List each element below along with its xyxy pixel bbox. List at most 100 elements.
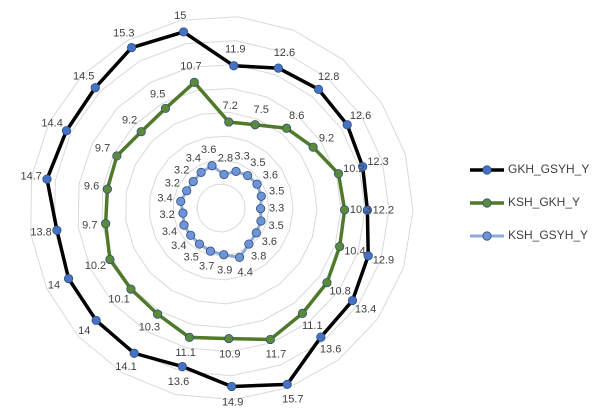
series-line bbox=[103, 80, 347, 342]
data-point bbox=[282, 379, 292, 389]
data-point bbox=[333, 169, 344, 179]
data-point bbox=[194, 239, 205, 249]
data-point bbox=[255, 203, 266, 214]
data-label: 3.2 bbox=[159, 209, 174, 221]
data-label: 3.5 bbox=[184, 252, 199, 264]
data-point bbox=[126, 284, 136, 294]
data-label: 14.1 bbox=[115, 361, 136, 373]
data-point bbox=[105, 254, 115, 265]
data-label: 14.4 bbox=[41, 117, 62, 129]
data-point bbox=[229, 61, 239, 71]
data-label: 2.8 bbox=[218, 153, 233, 165]
data-label: 9.7 bbox=[82, 220, 97, 232]
grid-ring bbox=[149, 135, 294, 281]
data-point bbox=[224, 117, 234, 127]
data-point bbox=[256, 216, 266, 226]
data-point bbox=[256, 191, 266, 201]
data-point bbox=[244, 239, 254, 249]
data-label: 10.7 bbox=[180, 61, 201, 73]
legend-marker bbox=[482, 165, 492, 175]
data-label: 3.5 bbox=[269, 220, 284, 232]
data-point bbox=[219, 169, 229, 180]
data-label: 3.2 bbox=[165, 178, 180, 190]
data-point bbox=[308, 142, 318, 152]
data-label: 12.9 bbox=[373, 255, 394, 267]
grid-ring bbox=[77, 64, 366, 353]
data-label: 3.4 bbox=[162, 226, 177, 238]
data-point bbox=[186, 230, 196, 240]
data-label: 10.9 bbox=[219, 348, 240, 360]
grid-ring bbox=[54, 40, 390, 377]
data-point bbox=[252, 179, 262, 189]
data-point bbox=[231, 166, 241, 176]
data-label: 3.9 bbox=[217, 265, 232, 277]
legend-marker bbox=[482, 198, 492, 208]
data-point bbox=[42, 174, 52, 184]
data-label: 14 bbox=[48, 279, 60, 291]
data-point bbox=[362, 205, 372, 215]
data-label: 12.8 bbox=[318, 71, 339, 83]
data-label: 11.1 bbox=[175, 347, 196, 359]
data-point bbox=[219, 250, 229, 260]
data-label: 10.1 bbox=[108, 294, 129, 306]
data-point bbox=[196, 167, 206, 177]
data-label: 15.7 bbox=[282, 393, 303, 405]
data-label: 3.2 bbox=[174, 164, 189, 176]
data-point bbox=[335, 241, 345, 252]
data-point bbox=[90, 83, 100, 93]
data-label: 10.4 bbox=[344, 245, 365, 257]
data-point bbox=[136, 127, 146, 137]
data-point bbox=[178, 27, 189, 37]
data-label: 14.9 bbox=[222, 396, 243, 408]
data-label: 3.5 bbox=[250, 157, 265, 169]
data-label: 4.4 bbox=[238, 266, 253, 278]
data-point bbox=[91, 315, 101, 326]
data-point bbox=[281, 123, 292, 133]
data-label: 12.6 bbox=[350, 110, 371, 122]
data-label: 15 bbox=[174, 10, 186, 22]
grid-ring bbox=[196, 183, 246, 233]
data-point bbox=[184, 332, 195, 343]
data-point bbox=[224, 333, 234, 344]
data-label: 9.2 bbox=[122, 115, 137, 127]
data-label: 14.5 bbox=[73, 71, 94, 83]
data-label: 11.1 bbox=[302, 320, 323, 332]
data-label: 9.2 bbox=[319, 132, 334, 144]
data-point bbox=[160, 103, 171, 114]
data-point bbox=[250, 120, 260, 130]
plot-area: 15 11.9 12.6 12.8 12.6 12.3 12.2 12.9 13.4 13.6 15… bbox=[20, 10, 414, 408]
data-label: 10.3 bbox=[139, 322, 160, 334]
data-label: 11.9 bbox=[225, 44, 246, 56]
data-point bbox=[363, 251, 373, 261]
data-point bbox=[182, 186, 192, 196]
data-point bbox=[322, 277, 332, 288]
data-point bbox=[316, 332, 326, 342]
data-label: 14 bbox=[78, 325, 90, 337]
data-label: 10.2 bbox=[85, 260, 106, 272]
data-label: 15.3 bbox=[113, 28, 134, 40]
data-label: 3.7 bbox=[199, 261, 214, 273]
data-label: 7.2 bbox=[223, 100, 238, 112]
data-point bbox=[251, 228, 261, 238]
data-point bbox=[188, 176, 198, 187]
data-label: 3.6 bbox=[201, 144, 216, 156]
data-point bbox=[126, 43, 137, 53]
series-line bbox=[179, 164, 263, 259]
data-label: 13.4 bbox=[355, 304, 376, 316]
data-label: 3.4 bbox=[157, 193, 172, 205]
data-point bbox=[358, 162, 368, 172]
data-point bbox=[243, 170, 253, 181]
data-label: 3.6 bbox=[263, 169, 278, 181]
data-point bbox=[153, 309, 163, 319]
data-label: 3.4 bbox=[171, 240, 186, 252]
data-point bbox=[189, 77, 199, 88]
data-label: 12.6 bbox=[274, 47, 295, 59]
data-label: 10.2 bbox=[343, 163, 364, 175]
data-point bbox=[297, 308, 308, 318]
data-label: 9.5 bbox=[150, 88, 165, 100]
data-point bbox=[347, 295, 358, 306]
data-point bbox=[176, 196, 186, 206]
data-label: 3.5 bbox=[269, 186, 284, 198]
data-point bbox=[234, 252, 245, 263]
